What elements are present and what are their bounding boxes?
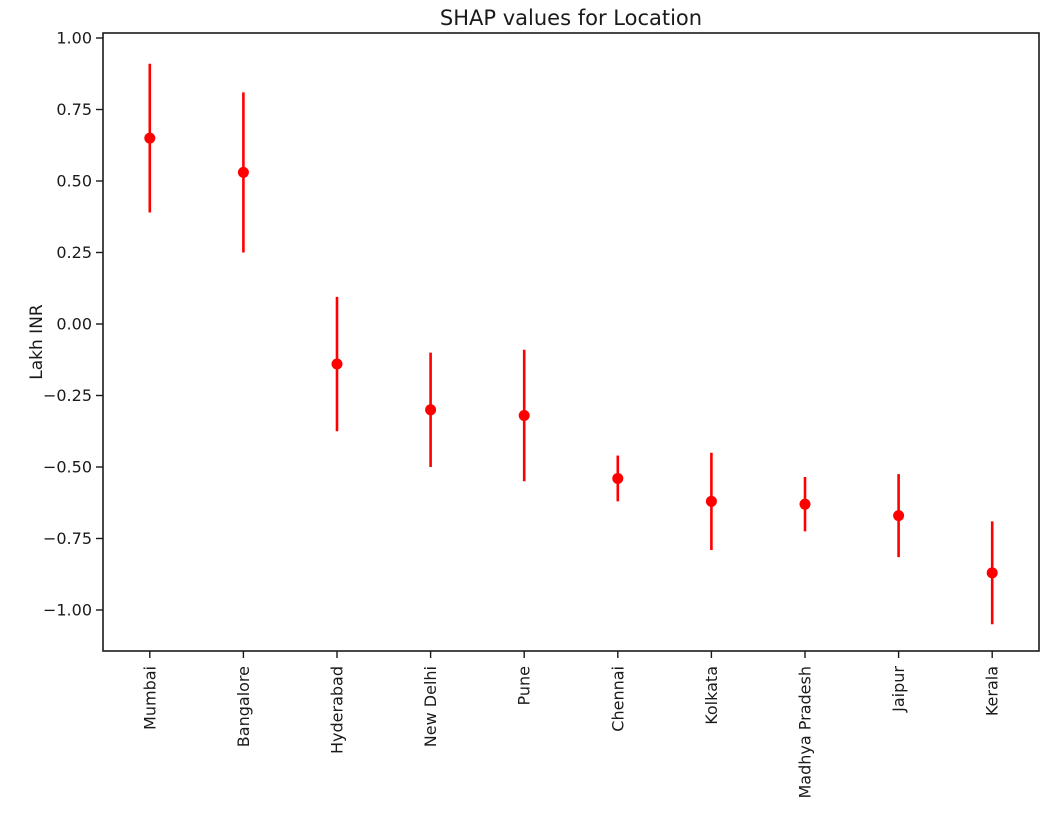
x-tick-label: Madhya Pradesh (796, 666, 815, 799)
x-tick-label: Kolkata (702, 666, 721, 725)
data-point (705, 495, 717, 507)
x-tick-label: Chennai (608, 666, 627, 732)
y-tick-label: 1.00 (56, 29, 92, 48)
data-point (518, 410, 530, 422)
plot-border (102, 32, 1040, 652)
y-tick-label: 0.50 (56, 172, 92, 191)
x-tick-label: New Delhi (421, 666, 440, 747)
data-point (425, 404, 437, 416)
data-point (986, 567, 998, 579)
data-point (612, 472, 624, 484)
y-tick-label: −0.50 (43, 458, 92, 477)
data-point (893, 510, 905, 522)
y-tick-label: −0.75 (43, 529, 92, 548)
data-point (237, 166, 249, 178)
x-tick-label: Pune (515, 666, 534, 706)
data-point (331, 358, 343, 370)
x-tick-label: Jaipur (889, 666, 908, 713)
y-tick-label: 0.00 (56, 315, 92, 334)
y-tick-label: −1.00 (43, 601, 92, 620)
chart-title: SHAP values for Location (439, 6, 703, 30)
x-tick-label: Hyderabad (328, 666, 347, 754)
y-tick-label: −0.25 (43, 386, 92, 405)
data-point (144, 132, 156, 144)
y-tick-label: 0.75 (56, 100, 92, 119)
y-tick-label: 0.25 (56, 243, 92, 262)
x-tick-label: Bangalore (234, 666, 253, 747)
x-tick-label: Mumbai (140, 666, 159, 730)
data-point (799, 498, 811, 510)
x-tick-label: Kerala (983, 666, 1002, 716)
